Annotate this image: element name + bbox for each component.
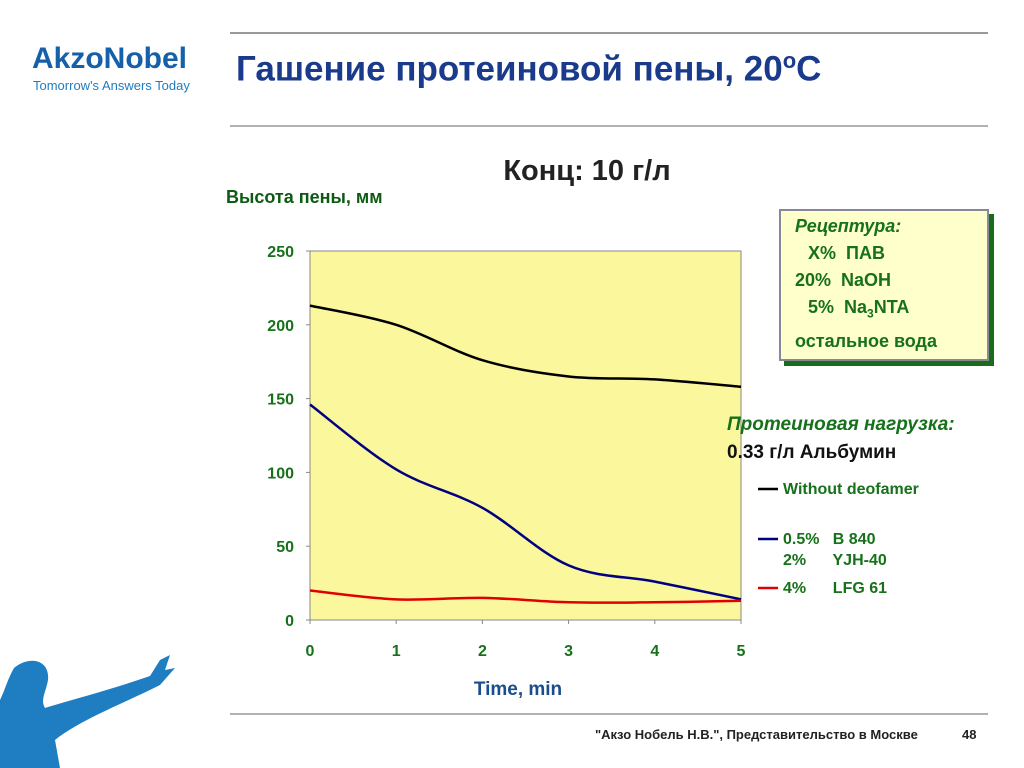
series-line bbox=[309, 403, 742, 601]
x-tick-label: 0 bbox=[306, 643, 315, 660]
recipe-line: X% ПАВ bbox=[808, 243, 885, 263]
recipe-sub: 3 bbox=[867, 306, 874, 321]
x-tick-label: 4 bbox=[650, 643, 659, 660]
x-tick-label: 1 bbox=[392, 643, 401, 660]
y-tick-label: 150 bbox=[267, 392, 294, 409]
recipe-part: 5% Na bbox=[808, 297, 868, 317]
x-tick-label: 3 bbox=[564, 643, 573, 660]
y-tick-label: 50 bbox=[276, 539, 294, 556]
x-axis-label: Time, min bbox=[473, 679, 563, 700]
title-sup: o bbox=[782, 48, 797, 73]
y-tick-label: 0 bbox=[285, 613, 294, 630]
recipe-line: 20% NaOH bbox=[795, 270, 892, 290]
series-line bbox=[309, 304, 742, 389]
logo-tagline: Tomorrow's Answers Today bbox=[33, 78, 190, 93]
recipe-box: Рецептура: X% ПАВ 20% NaOH 5% Na3NTA осталь… bbox=[779, 209, 989, 361]
annotation-text: 0.33 г/л Альбумин bbox=[727, 442, 897, 463]
x-tick-label: 2 bbox=[478, 643, 487, 660]
y-axis-label: Высота пены, мм bbox=[226, 187, 383, 207]
recipe-line: 5% Na3NTA bbox=[795, 294, 987, 328]
annotation-heading: Протеиновая нагрузка: bbox=[727, 414, 955, 435]
footer-text: "Акзо Нобель Н.В.", Представительство в … bbox=[595, 727, 918, 742]
recipe-line: остальное вода bbox=[795, 330, 937, 351]
recipe-heading: Рецептура: bbox=[795, 216, 902, 236]
plot-area bbox=[309, 250, 742, 621]
x-tick-label: 5 bbox=[737, 643, 746, 660]
legend-label: Without deofamer bbox=[783, 481, 919, 498]
legend-label: 0.5% B 840 2% YJH-40 bbox=[783, 531, 887, 569]
logo-figure bbox=[0, 655, 175, 768]
title-text: Гашение протеиновой пены, 20 bbox=[236, 49, 783, 89]
slide-title: Гашение протеиновой пены, 20oC bbox=[236, 48, 821, 90]
legend-label: 4% LFG 61 bbox=[783, 580, 888, 597]
chart-title: Конц: 10 г/л bbox=[503, 155, 671, 187]
y-tick-label: 200 bbox=[267, 318, 294, 335]
recipe-lines: X% ПАВ 20% NaOH 5% Na3NTA остальное вода bbox=[795, 240, 987, 355]
page-number: 48 bbox=[962, 727, 977, 742]
series-line bbox=[309, 589, 742, 604]
title-post: C bbox=[796, 49, 822, 89]
recipe-part: NTA bbox=[873, 297, 910, 317]
y-tick-label: 100 bbox=[267, 465, 294, 482]
logo-name: AkzoNobel bbox=[32, 42, 188, 75]
y-tick-label: 250 bbox=[267, 244, 294, 261]
